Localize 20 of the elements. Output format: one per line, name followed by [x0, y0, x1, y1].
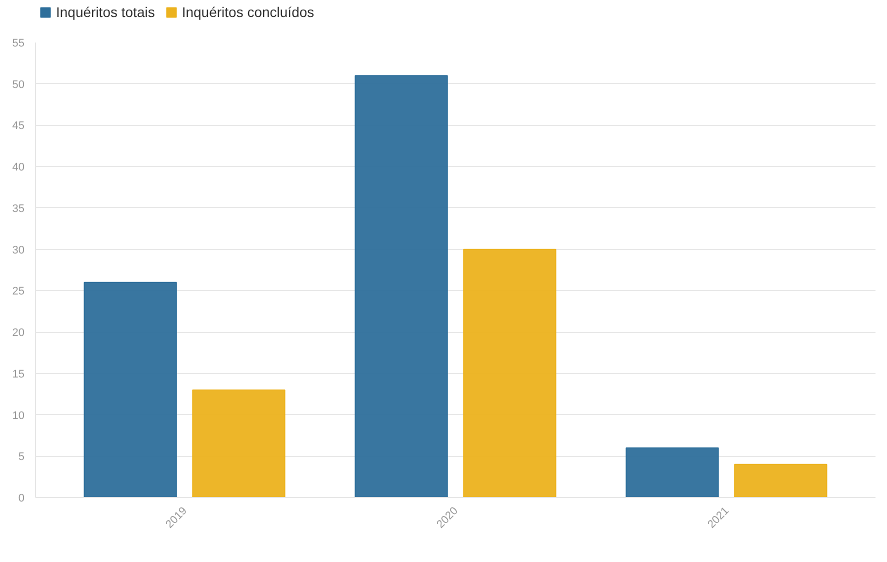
bar: [84, 282, 177, 498]
y-tick-label: 30: [12, 244, 25, 256]
y-tick-label: 40: [12, 162, 25, 174]
y-tick-label: 45: [12, 120, 25, 132]
y-tick-label: 50: [12, 78, 25, 91]
bar: [626, 447, 719, 498]
y-tick-label: 20: [12, 327, 25, 340]
legend-label: Inquéritos concluídos: [182, 4, 314, 20]
y-tick-label: 15: [12, 368, 25, 380]
y-tick-label: 35: [12, 202, 25, 215]
bar: [463, 248, 556, 498]
legend-label: Inquéritos totais: [56, 4, 155, 20]
bar: [192, 389, 286, 498]
y-tick-label: 0: [18, 492, 25, 504]
y-tick-label: 5: [18, 451, 25, 464]
y-tick-label: 10: [12, 410, 25, 422]
y-tick-label: 55: [12, 38, 25, 50]
y-tick-label: 25: [12, 286, 25, 298]
bar: [354, 75, 448, 498]
bar: [734, 464, 828, 498]
